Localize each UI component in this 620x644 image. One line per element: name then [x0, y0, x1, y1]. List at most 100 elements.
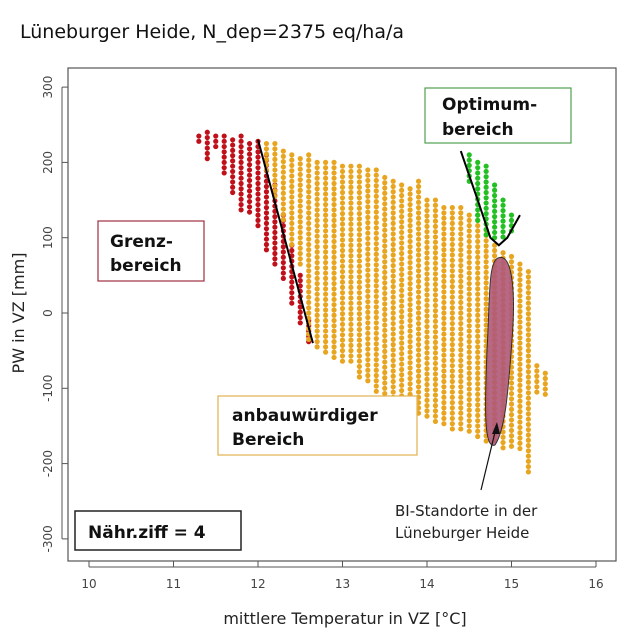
- anbau-point: [525, 464, 532, 470]
- anbau-point: [339, 168, 346, 175]
- anbau-point: [424, 197, 430, 203]
- grenz-point: [289, 284, 295, 290]
- anbau-point: [348, 305, 354, 312]
- anbau-point: [483, 285, 489, 291]
- anbau-point: [331, 349, 337, 355]
- anbau-point: [339, 195, 346, 201]
- anbau-point: [382, 238, 388, 244]
- anbau-point: [407, 196, 413, 202]
- anbau-point: [475, 244, 481, 250]
- anbau-point: [407, 323, 413, 329]
- anbau-point: [331, 344, 337, 350]
- anbau-point: [407, 291, 413, 297]
- anbau-point: [323, 349, 329, 355]
- anbau-point: [306, 310, 312, 316]
- anbau-point: [475, 354, 481, 361]
- anbau-point: [441, 410, 447, 416]
- anbau-point: [525, 427, 532, 433]
- anbau-point: [517, 430, 523, 436]
- grenz-box: [97, 220, 205, 282]
- anbau-point: [517, 282, 523, 288]
- anbau-point: [390, 231, 396, 237]
- anbau-point: [525, 326, 532, 333]
- anbau-point: [399, 387, 405, 394]
- anbau-point: [373, 283, 379, 289]
- anbau-point: [424, 392, 430, 398]
- anbau-point: [407, 275, 413, 281]
- anbau-point: [525, 290, 532, 296]
- anbau-point: [365, 346, 371, 352]
- anbau-point: [424, 323, 430, 330]
- anbau-point: [348, 168, 354, 175]
- anbau-point: [323, 265, 329, 271]
- anbau-point: [356, 232, 362, 238]
- anbau-point: [399, 377, 405, 383]
- anbau-point: [432, 318, 439, 324]
- anbau-point: [289, 173, 295, 179]
- anbau-point: [415, 204, 422, 211]
- anbau-point: [517, 445, 523, 452]
- optimum-point: [475, 165, 481, 171]
- anbau-point: [365, 320, 371, 326]
- anbau-point: [314, 238, 320, 245]
- anbau-point: [407, 354, 413, 361]
- optimum-point: [475, 159, 481, 165]
- grenz-point: [238, 170, 244, 176]
- anbau-point: [407, 201, 413, 208]
- anbau-point: [475, 291, 481, 297]
- optimum-point: [475, 212, 481, 218]
- anbau-point: [348, 290, 354, 296]
- anbau-point: [449, 368, 455, 374]
- anbau-point: [407, 265, 413, 271]
- anbau-point: [466, 307, 472, 313]
- anbau-point: [323, 270, 329, 276]
- anbau-point: [331, 275, 337, 281]
- grenz-point: [246, 172, 253, 178]
- anbau-point: [458, 220, 464, 226]
- grenz-point: [297, 320, 303, 326]
- anbau-point: [475, 391, 481, 397]
- anbau-point: [449, 210, 455, 216]
- anbau-point: [432, 239, 439, 245]
- anbau-point: [314, 217, 320, 223]
- optimum-point: [492, 229, 498, 236]
- anbau-point: [525, 469, 532, 475]
- grenz-point: [246, 146, 253, 152]
- anbau-point: [272, 162, 278, 168]
- anbau-point: [399, 335, 405, 341]
- anbau-point: [424, 260, 430, 266]
- bi-arrow: [480, 427, 497, 491]
- anbau-point: [458, 289, 464, 295]
- grenz-point: [272, 256, 278, 262]
- anbau-point: [475, 349, 481, 355]
- anbau-point: [449, 231, 455, 237]
- anbau-point: [331, 323, 337, 329]
- anbau-point: [297, 261, 303, 267]
- anbau-point: [339, 342, 346, 348]
- anbau-point: [517, 287, 523, 294]
- anbau-point: [390, 289, 396, 295]
- anbau-point: [297, 166, 303, 172]
- anbau-point: [458, 320, 464, 327]
- anbau-point: [390, 204, 396, 211]
- grenz-point: [255, 186, 261, 192]
- anbau-point: [475, 370, 481, 376]
- anbau-point: [407, 333, 413, 339]
- anbau-point: [306, 336, 312, 342]
- anbau-point: [348, 316, 354, 322]
- anbau-point: [534, 389, 540, 395]
- anbau-point: [508, 390, 515, 397]
- anbau-point: [525, 321, 532, 327]
- anbau-point: [415, 357, 422, 364]
- anbau-point: [441, 241, 447, 248]
- anbau-point: [390, 315, 396, 321]
- anbau-point: [424, 250, 430, 256]
- anbau-point: [458, 410, 464, 416]
- anbau-point: [432, 244, 439, 251]
- grenz-point: [263, 231, 270, 237]
- anbau-point: [331, 307, 337, 313]
- grenz-point: [272, 235, 278, 241]
- grenz-point: [272, 224, 278, 230]
- anbau-point: [517, 440, 523, 446]
- anbau-point: [441, 415, 447, 422]
